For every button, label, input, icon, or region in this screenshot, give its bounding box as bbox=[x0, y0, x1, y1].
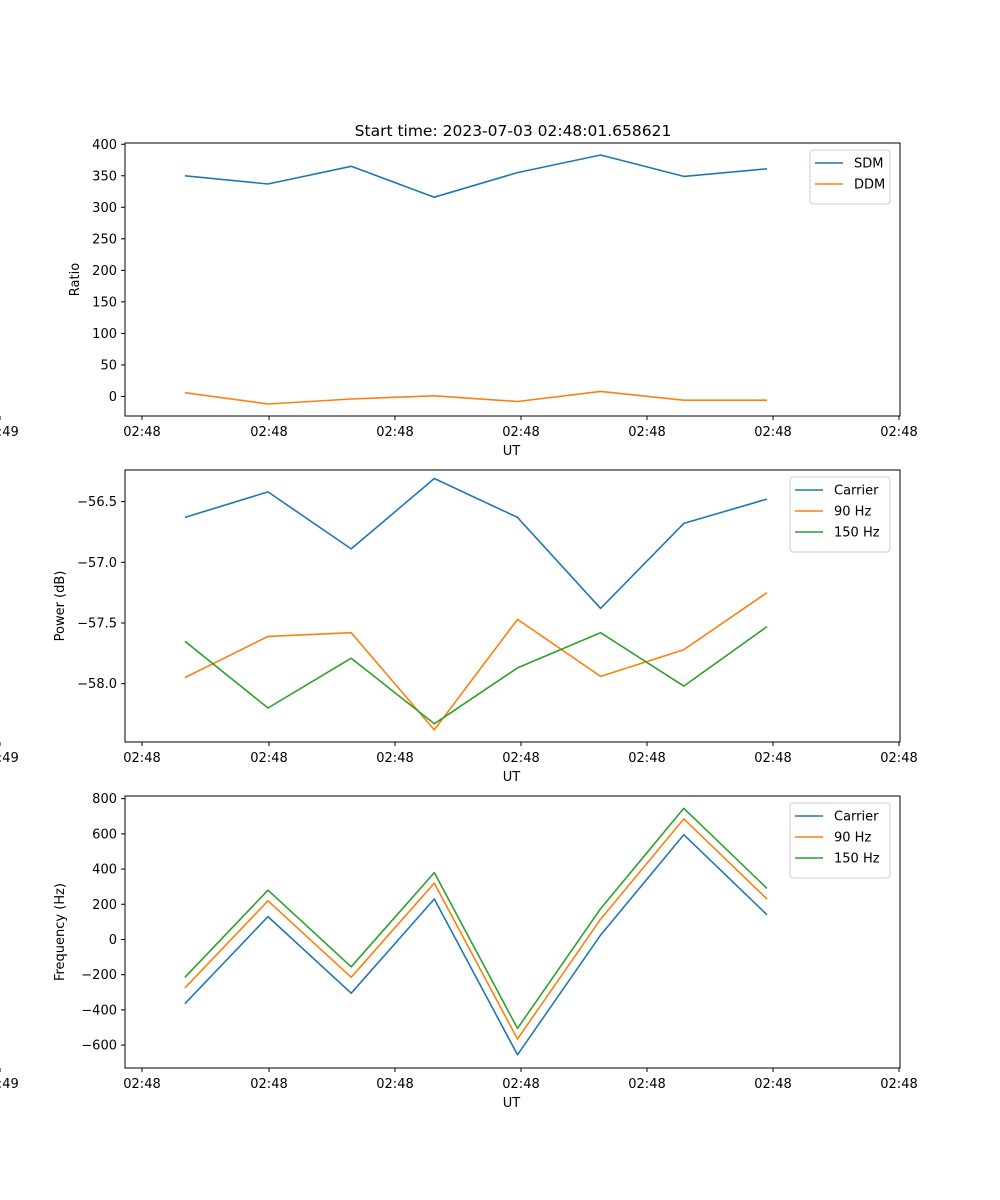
power-y-axis-label: Power (dB) bbox=[53, 571, 68, 642]
ratio-y-tick-label: 0 bbox=[109, 390, 117, 405]
ratio-x-tick-label: 02:48 bbox=[123, 425, 160, 440]
power-y-tick-label: −57.5 bbox=[77, 617, 117, 632]
power-x-tick-label: 02:48 bbox=[628, 751, 665, 766]
ratio-y-tick-label: 300 bbox=[92, 201, 117, 216]
ratio-series-line-0 bbox=[184, 154, 768, 198]
power-series-line-0 bbox=[184, 477, 768, 610]
frequency-legend: Carrier 90 Hz 150 Hz bbox=[789, 802, 891, 879]
ratio-x-tick-label: 02:48 bbox=[880, 425, 917, 440]
power-axes-frame bbox=[124, 469, 901, 743]
ratio-y-tick-label: 150 bbox=[92, 295, 117, 310]
ratio-axes-frame bbox=[124, 142, 901, 417]
ratio-y-tick-label: 250 bbox=[92, 232, 117, 247]
power-legend-label: 150 Hz bbox=[834, 526, 880, 541]
frequency-y-tick-label: 800 bbox=[92, 792, 117, 807]
ratio-y-axis-label: Ratio bbox=[68, 263, 83, 296]
frequency-series-line-1 bbox=[184, 818, 768, 1040]
frequency-x-tick-label: 02:48 bbox=[376, 1077, 413, 1092]
power-x-tick-label: 02:48 bbox=[123, 751, 160, 766]
ratio-x-axis-label: UT bbox=[503, 444, 521, 459]
power-legend-label: 90 Hz bbox=[834, 505, 871, 520]
frequency-axes-frame bbox=[124, 795, 901, 1069]
frequency-panel: 02:48 02:48 02:48 02:48 02:48 02:48 02:48 02:49… bbox=[0, 792, 918, 1111]
frequency-x-tick-label: 02:48 bbox=[880, 1077, 917, 1092]
power-series-line-2 bbox=[184, 625, 768, 725]
power-x-tick-label: 02:48 bbox=[880, 751, 917, 766]
ratio-x-tick-label: 02:48 bbox=[250, 425, 287, 440]
power-y-tick-label: −57.0 bbox=[77, 556, 117, 571]
frequency-legend-label: 150 Hz bbox=[834, 852, 880, 867]
frequency-y-tick-label: −600 bbox=[81, 1039, 117, 1054]
ratio-y-tick-label: 200 bbox=[92, 264, 117, 279]
frequency-y-tick-label: −200 bbox=[81, 968, 117, 983]
ratio-x-tick-label: 02:48 bbox=[502, 425, 539, 440]
ratio-y-tick-label: 100 bbox=[92, 327, 117, 342]
power-panel: 02:48 02:48 02:48 02:48 02:48 02:48 02:48 02:49… bbox=[0, 469, 918, 785]
ratio-x-tick-label: 02:48 bbox=[376, 425, 413, 440]
frequency-legend-box bbox=[789, 802, 891, 879]
frequency-x-tick-label: 02:49 bbox=[0, 1077, 19, 1092]
frequency-series-line-0 bbox=[184, 833, 768, 1056]
ratio-legend: SDM DDM bbox=[809, 149, 891, 205]
frequency-y-axis-label: Frequency (Hz) bbox=[53, 883, 68, 981]
ratio-y-tick-label: 350 bbox=[92, 169, 117, 184]
frequency-legend-label: Carrier bbox=[834, 810, 879, 825]
frequency-x-tick-label: 02:48 bbox=[754, 1077, 791, 1092]
frequency-y-tick-label: −400 bbox=[81, 1003, 117, 1018]
frequency-legend-label: 90 Hz bbox=[834, 831, 871, 846]
power-y-tick-label: −56.5 bbox=[77, 495, 117, 510]
power-legend: Carrier 90 Hz 150 Hz bbox=[789, 476, 891, 553]
frequency-x-tick-label: 02:48 bbox=[628, 1077, 665, 1092]
frequency-y-tick-label: 200 bbox=[92, 898, 117, 913]
ratio-x-tick-label: 02:49 bbox=[0, 425, 19, 440]
power-x-tick-label: 02:48 bbox=[502, 751, 539, 766]
ratio-y-tick-label: 50 bbox=[100, 358, 117, 373]
frequency-y-tick-label: 400 bbox=[92, 863, 117, 878]
power-legend-box bbox=[789, 476, 891, 553]
ratio-legend-label: SDM bbox=[854, 157, 883, 172]
ratio-series-line-1 bbox=[184, 390, 767, 405]
frequency-x-tick-label: 02:48 bbox=[123, 1077, 160, 1092]
power-x-tick-label: 02:48 bbox=[376, 751, 413, 766]
ratio-x-tick-label: 02:48 bbox=[628, 425, 665, 440]
chart-title: Start time: 2023-07-03 02:48:01.658621 bbox=[355, 122, 672, 140]
frequency-x-axis-label: UT bbox=[503, 1096, 521, 1111]
ratio-y-tick-label: 400 bbox=[92, 138, 117, 153]
power-legend-label: Carrier bbox=[834, 484, 879, 499]
ratio-legend-label: DDM bbox=[854, 178, 885, 193]
frequency-x-tick-label: 02:48 bbox=[250, 1077, 287, 1092]
power-x-tick-label: 02:48 bbox=[754, 751, 791, 766]
power-x-tick-label: 02:48 bbox=[250, 751, 287, 766]
frequency-y-tick-label: 600 bbox=[92, 827, 117, 842]
ratio-panel: 02:48 02:48 02:48 02:48 02:48 02:48 02:48 02:49… bbox=[0, 138, 918, 459]
ratio-x-tick-label: 02:48 bbox=[754, 425, 791, 440]
frequency-y-tick-label: 0 bbox=[109, 933, 117, 948]
frequency-series-line-2 bbox=[184, 807, 768, 1030]
frequency-x-tick-label: 02:48 bbox=[502, 1077, 539, 1092]
power-y-tick-label: −58.0 bbox=[77, 677, 117, 692]
power-series-line-1 bbox=[184, 591, 768, 731]
power-x-axis-label: UT bbox=[503, 770, 521, 785]
power-x-tick-label: 02:49 bbox=[0, 751, 19, 766]
